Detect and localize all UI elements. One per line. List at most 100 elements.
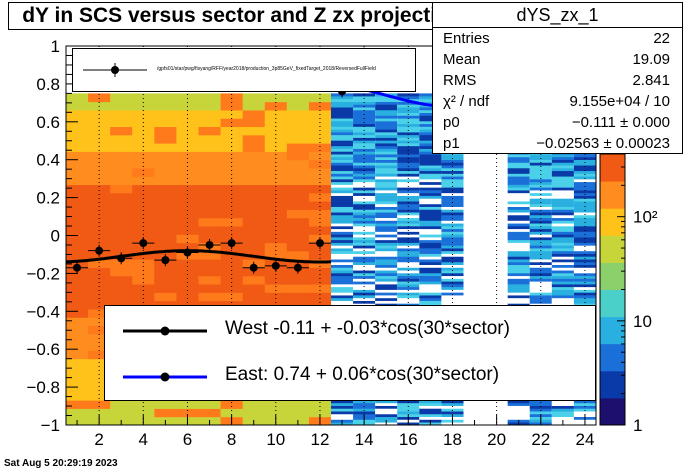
heatmap-cell: [353, 408, 376, 412]
color-bar-segment: [600, 154, 625, 162]
heatmap-cell: [308, 134, 332, 144]
heatmap-cell: [419, 223, 442, 227]
heatmap-cell: [441, 289, 464, 293]
heatmap-cell: [441, 261, 464, 266]
heatmap-cell: [66, 375, 89, 385]
heatmap-cell: [176, 267, 199, 277]
heatmap-cell: [419, 292, 442, 296]
heatmap-cell: [132, 408, 155, 418]
heatmap-cell: [397, 259, 420, 263]
heatmap-cell: [220, 209, 244, 219]
heatmap-cell: [88, 308, 111, 318]
heatmap-cell: [308, 151, 332, 161]
heatmap-cell: [507, 234, 530, 238]
heatmap-cell: [264, 284, 288, 293]
heatmap-cell: [419, 278, 442, 282]
heatmap-cell: [198, 226, 222, 235]
heatmap-cell: [419, 248, 442, 252]
heatmap-cell: [331, 187, 354, 191]
heatmap-cell: [529, 206, 552, 210]
heatmap-cell: [331, 273, 354, 277]
heatmap-cell: [132, 292, 155, 302]
color-bar-segment: [600, 364, 625, 372]
heatmap-cell: [375, 413, 398, 418]
heatmap-cell: [331, 206, 354, 210]
heatmap-cell: [331, 195, 354, 199]
heatmap-cell: [573, 173, 596, 177]
heatmap-cell: [507, 248, 530, 252]
heatmap-cell: [551, 156, 574, 160]
heatmap-cell: [419, 212, 442, 216]
heatmap-cell: [198, 217, 222, 227]
heatmap-cell: [220, 134, 244, 144]
heatmap-cell: [375, 270, 398, 274]
color-bar-segment: [600, 235, 625, 243]
heatmap-cell: [110, 234, 133, 244]
color-bar-label: 10²: [633, 208, 658, 227]
heatmap-cell: [375, 140, 398, 144]
data-point: [117, 254, 126, 263]
heatmap-cell: [397, 408, 420, 412]
heatmap-cell: [419, 93, 442, 97]
heatmap-cell: [419, 101, 442, 105]
y-tick-label: −0.8: [26, 378, 60, 397]
heatmap-cell: [264, 192, 288, 202]
heatmap-cell: [419, 234, 442, 238]
heatmap-cell: [264, 93, 288, 103]
heatmap-cell: [551, 190, 574, 194]
heatmap-cell: [397, 118, 420, 122]
heatmap-cell: [198, 159, 222, 169]
heatmap-cell: [286, 242, 310, 252]
heatmap-cell: [507, 264, 530, 268]
heatmap-cell: [419, 154, 442, 158]
heatmap-cell: [353, 292, 376, 296]
heatmap-cell: [66, 383, 89, 393]
heatmap-cell: [88, 267, 111, 277]
heatmap-cell: [286, 101, 310, 111]
heatmap-cell: [286, 176, 310, 186]
heatmap-cell: [331, 405, 354, 409]
heatmap-cell: [353, 137, 376, 141]
heatmap-cell: [507, 295, 530, 299]
heatmap-cell: [110, 275, 133, 285]
heatmap-cell: [353, 223, 376, 227]
heatmap-cell: [88, 408, 111, 418]
heatmap-cell: [551, 400, 574, 404]
heatmap-cell: [242, 284, 266, 293]
heatmap-cell: [441, 292, 464, 296]
heatmap-cell: [353, 278, 376, 282]
heatmap-cell: [529, 176, 552, 180]
heatmap-cell: [353, 159, 376, 163]
heatmap-cell: [441, 402, 464, 406]
heatmap-cell: [419, 239, 442, 243]
heatmap-cell: [375, 115, 398, 119]
heatmap-cell: [154, 408, 177, 418]
heatmap-cell: [551, 300, 574, 304]
heatmap-cell: [353, 217, 376, 221]
heatmap-cell: [441, 187, 464, 191]
heatmap-cell: [441, 284, 464, 288]
heatmap-cell: [375, 195, 398, 199]
heatmap-cell: [441, 214, 464, 219]
heatmap-cell: [353, 214, 376, 219]
heatmap-cell: [507, 195, 530, 199]
heatmap-cell: [551, 411, 574, 415]
heatmap-cell: [375, 118, 398, 122]
heatmap-cell: [154, 109, 177, 119]
heatmap-cell: [573, 203, 596, 207]
heatmap-cell: [242, 192, 266, 202]
heatmap-cell: [176, 184, 199, 194]
heatmap-cell: [419, 112, 442, 116]
heatmap-cell: [353, 297, 376, 301]
heatmap-cell: [66, 101, 89, 111]
heatmap-cell: [331, 148, 354, 152]
heatmap-cell: [331, 212, 354, 216]
heatmap-cell: [331, 143, 354, 147]
heatmap-cell: [220, 259, 244, 268]
heatmap-cell: [375, 295, 398, 299]
heatmap-cell: [331, 295, 354, 299]
heatmap-cell: [353, 173, 376, 177]
heatmap-cell: [66, 391, 89, 401]
heatmap-cell: [375, 214, 398, 219]
heatmap-cell: [264, 134, 288, 144]
